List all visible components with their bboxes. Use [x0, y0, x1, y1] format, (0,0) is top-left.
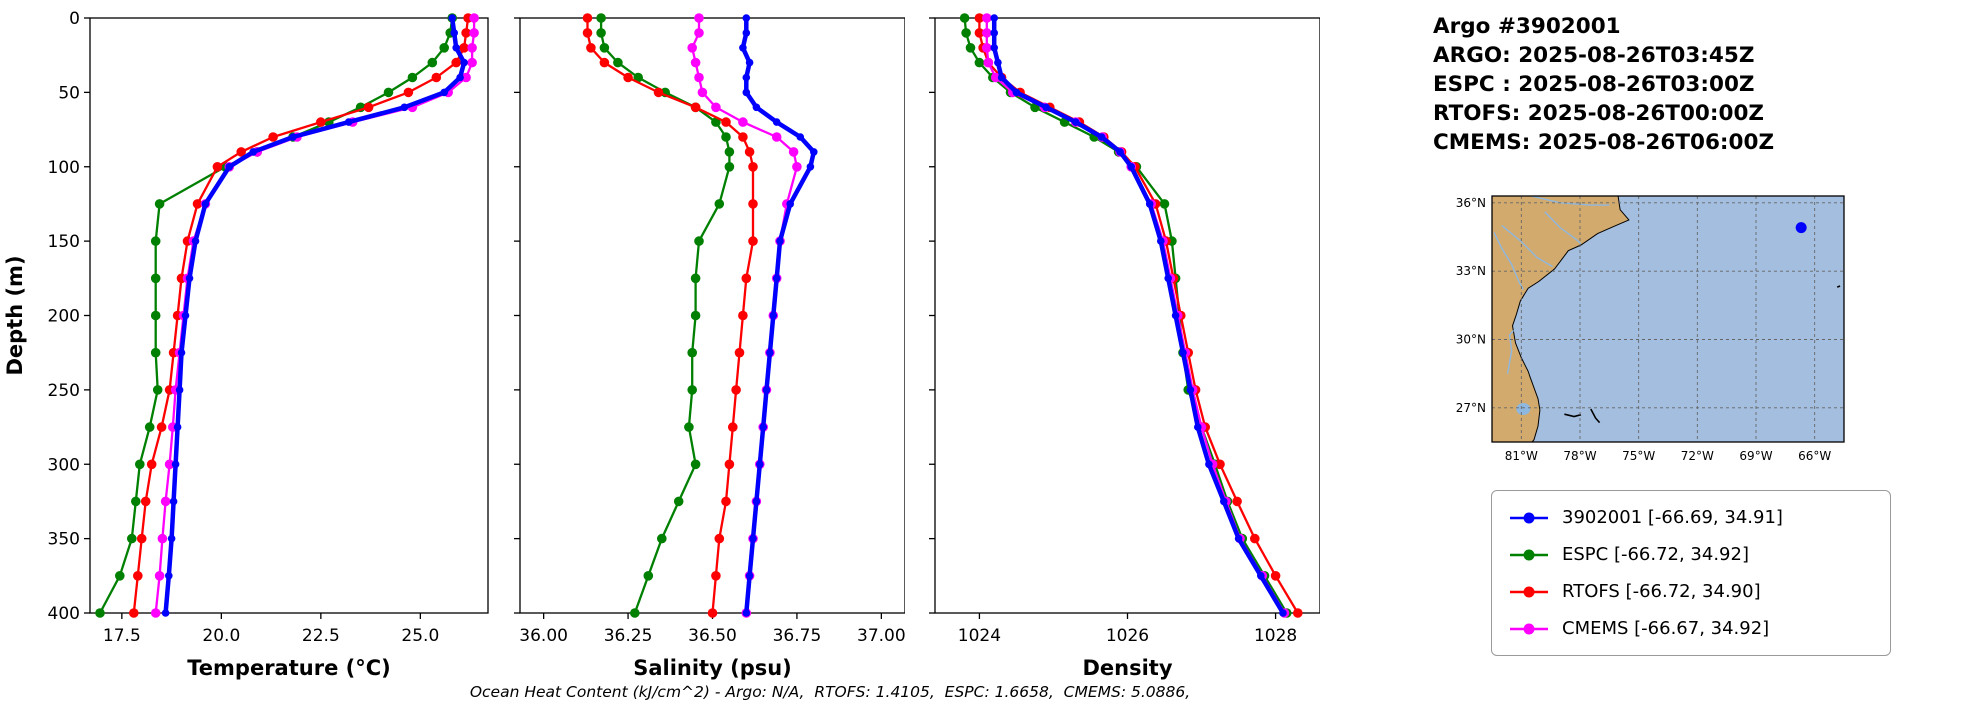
- series-3902001-markers: [990, 14, 1287, 617]
- x-tick-label: 36.25: [604, 626, 653, 646]
- location-map: 36°N 33°N 30°N 27°N 81°W 78°W 75°W 72°W 69°W 66°W: [1456, 195, 1845, 463]
- legend-marker: [1523, 623, 1535, 634]
- plot-frame: [934, 17, 1320, 614]
- map-island: [1836, 285, 1841, 288]
- legend-item-cmems: CMEMS [-66.67, 34.92]: [1508, 612, 1874, 645]
- legend-item-argo: 3902001 [-66.69, 34.91]: [1508, 501, 1874, 534]
- series-ESPC-markers: [959, 13, 1292, 618]
- map-island: [1590, 408, 1601, 424]
- map-lat-label: 33°N: [1456, 264, 1486, 278]
- map-river: [1530, 195, 1610, 206]
- map-frame: [1491, 195, 1845, 443]
- figure-title: Argo #3902001: [1433, 14, 1621, 39]
- legend-marker: [1523, 549, 1535, 560]
- map-lat-label: 30°N: [1456, 333, 1486, 347]
- x-tick-label: 36.50: [688, 626, 737, 646]
- legend-label-argo: 3902001 [-66.69, 34.91]: [1562, 507, 1783, 528]
- x-axis-label: Density: [1082, 656, 1172, 680]
- map-lon-label: 81°W: [1505, 449, 1538, 463]
- map-land: [1491, 195, 1630, 443]
- x-tick-label: 1026: [1106, 626, 1149, 646]
- map-river: [1501, 225, 1553, 268]
- x-tick-label: 25.0: [401, 626, 439, 646]
- rtofs-timestamp: RTOFS: 2025-08-26T00:00Z: [1433, 101, 1765, 126]
- float-position-marker: [1795, 222, 1807, 234]
- legend-label-rtofs: RTOFS [-66.72, 34.90]: [1562, 581, 1761, 602]
- map-island: [1564, 413, 1582, 418]
- map-river: [1493, 232, 1524, 290]
- y-tick-label: 200: [48, 307, 80, 327]
- series-3902001-markers: [161, 14, 468, 617]
- legend-marker: [1523, 512, 1535, 523]
- cmems-timestamp: CMEMS: 2025-08-26T06:00Z: [1433, 130, 1775, 155]
- series-RTOFS-line: [586, 18, 755, 614]
- salinity-profile-chart: 36.00 36.25 36.50 36.75 37.00 Salinity (psu): [514, 13, 905, 680]
- x-axis-label: Temperature (°C): [187, 656, 390, 680]
- series-RTOFS-markers: [129, 13, 473, 618]
- legend-key-rtofs: [1510, 586, 1548, 597]
- series-ESPC-line: [963, 17, 1288, 614]
- y-axis-label: Depth (m): [3, 255, 27, 375]
- y-tick-label: 250: [48, 381, 80, 401]
- series-RTOFS-line: [978, 18, 1299, 614]
- legend-item-espc: ESPC [-66.72, 34.92]: [1508, 538, 1874, 571]
- argo-timestamp: ARGO: 2025-08-26T03:45Z: [1433, 43, 1755, 68]
- x-tick-label: 36.75: [773, 626, 822, 646]
- y-tick-label: 400: [48, 604, 80, 624]
- series-RTOFS-markers: [582, 13, 758, 618]
- legend-key-espc: [1510, 549, 1548, 560]
- map-lon-label: 78°W: [1563, 449, 1596, 463]
- legend-label-espc: ESPC [-66.72, 34.92]: [1562, 544, 1749, 565]
- legend-key-argo: [1510, 512, 1548, 523]
- y-tick-label: 150: [48, 232, 80, 252]
- plot-frame: [89, 17, 489, 614]
- series-ESPC-line: [599, 18, 731, 614]
- map-river: [1544, 211, 1582, 245]
- y-tick-label: 50: [58, 83, 80, 103]
- x-tick-label: 22.5: [302, 626, 340, 646]
- info-sidebar: Argo #3902001 ARGO: 2025-08-26T03:45Z ES…: [1425, 0, 1967, 712]
- legend: 3902001 [-66.69, 34.91] ESPC [-66.72, 34…: [1491, 490, 1891, 656]
- series-RTOFS-markers: [974, 13, 1303, 618]
- map-river: [1506, 329, 1515, 374]
- profile-charts: 17.5 20.0 22.5 25.0 0 50 100 150 200 250 300 350 400…: [3, 9, 1320, 701]
- x-tick-label: 37.00: [857, 626, 905, 646]
- series-CMEMS-markers: [150, 13, 479, 618]
- x-tick-label: 1024: [958, 626, 1001, 646]
- y-tick-label: 100: [48, 158, 80, 178]
- legend-item-rtofs: RTOFS [-66.72, 34.90]: [1508, 575, 1874, 608]
- map-lake-okeechobee: [1516, 402, 1531, 415]
- x-axis-label: Salinity (psu): [633, 656, 792, 680]
- x-tick-label: 17.5: [103, 626, 141, 646]
- x-tick-label: 36.00: [519, 626, 568, 646]
- x-tick-label: 20.0: [202, 626, 240, 646]
- series-CMEMS-line: [154, 18, 476, 614]
- series-3902001-markers: [739, 14, 818, 617]
- legend-label-cmems: CMEMS [-66.67, 34.92]: [1562, 618, 1770, 639]
- map-lon-label: 72°W: [1681, 449, 1714, 463]
- series-3902001-line: [163, 17, 467, 614]
- map-lon-label: 66°W: [1798, 449, 1831, 463]
- y-tick-label: 300: [48, 455, 80, 475]
- header-block: Argo #3902001 ARGO: 2025-08-26T03:45Z ES…: [1433, 12, 1774, 157]
- map-lat-label: 36°N: [1456, 196, 1486, 210]
- y-tick-label: 0: [69, 9, 80, 29]
- espc-timestamp: ESPC : 2025-08-26T03:00Z: [1433, 72, 1755, 97]
- density-profile-chart: 1024 1026 1028 Density: [929, 13, 1320, 680]
- legend-key-cmems: [1510, 623, 1548, 634]
- y-tick-label: 350: [48, 530, 80, 550]
- ocean-heat-content-note: Ocean Heat Content (kJ/cm^2) - Argo: N/A…: [469, 683, 1191, 701]
- map-lon-label: 69°W: [1739, 449, 1772, 463]
- x-tick-label: 1028: [1254, 626, 1297, 646]
- map-lat-label: 27°N: [1456, 401, 1486, 415]
- temperature-profile-chart: 17.5 20.0 22.5 25.0 0 50 100 150 200 250 300 350 400…: [3, 9, 489, 680]
- map-lon-label: 75°W: [1622, 449, 1655, 463]
- legend-marker: [1523, 586, 1535, 597]
